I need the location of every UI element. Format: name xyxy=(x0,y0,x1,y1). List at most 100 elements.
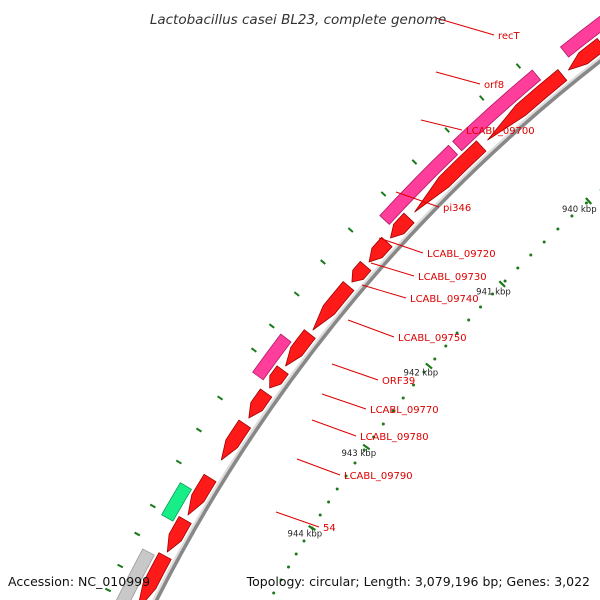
scale-dot xyxy=(327,500,331,504)
scale-tick xyxy=(308,524,317,532)
scale-dot xyxy=(556,227,560,231)
feature-tick xyxy=(175,459,182,465)
scale-dot xyxy=(294,552,298,556)
cds-feature xyxy=(487,69,568,141)
scale-dot xyxy=(467,318,471,322)
feature-tick xyxy=(217,395,224,401)
gene-label: LCABL_09700 xyxy=(466,126,535,137)
feature-tick xyxy=(195,427,202,433)
scale-dot xyxy=(401,396,405,400)
label-leader xyxy=(395,191,440,208)
gene-label: LCABL_09790 xyxy=(344,471,413,482)
label-leader xyxy=(296,458,341,476)
gene-label: LCABL_09740 xyxy=(410,294,479,305)
cds-feature xyxy=(368,236,393,263)
gene-label: LCABL_09750 xyxy=(398,333,467,344)
scale-dot xyxy=(529,253,533,257)
scale-dot xyxy=(272,591,276,595)
gene-label: LCABL_09720 xyxy=(427,249,496,260)
feature-tick xyxy=(250,347,257,353)
accession-text: Accession: NC_010999 xyxy=(8,574,150,589)
cds-feature xyxy=(390,212,415,239)
label-leader xyxy=(361,284,407,299)
label-leader xyxy=(311,419,357,437)
gene-label: ORF39 xyxy=(382,376,415,387)
scale-tick-label: 940 kbp xyxy=(562,205,597,215)
feature-tick xyxy=(104,587,112,593)
cds-feature xyxy=(166,516,192,553)
scale-dot xyxy=(584,201,588,205)
scale-dot xyxy=(302,539,306,543)
scale-tick xyxy=(362,443,371,451)
rna-feature xyxy=(252,333,292,381)
label-leader xyxy=(378,237,424,254)
cds-feature xyxy=(568,38,600,71)
scale-tick-label: 942 kbp xyxy=(404,369,439,379)
scale-tick-label: 944 kbp xyxy=(288,529,323,539)
scale-dot xyxy=(422,370,426,374)
feature-tick xyxy=(515,63,522,69)
backbone-shadow xyxy=(152,56,600,600)
cds-feature xyxy=(269,365,289,389)
map-title: Lactobacillus casei BL23, complete genom… xyxy=(150,12,446,28)
scale-dot xyxy=(391,409,395,413)
feature-tick xyxy=(320,259,326,265)
cds-feature xyxy=(220,419,251,461)
gray-feature xyxy=(116,548,155,600)
gene-label: orf8 xyxy=(484,80,504,91)
scale-dot xyxy=(287,565,290,569)
cds-feature xyxy=(187,473,217,516)
scale-dot xyxy=(412,383,415,387)
feature-tick xyxy=(380,191,387,197)
cds-feature xyxy=(414,140,487,213)
gene-labels: recT orf8 LCABL_09700 pi346 LCABL_09720 LCABL… xyxy=(275,17,535,534)
feature-tick xyxy=(444,127,450,133)
feature-tick xyxy=(117,563,124,569)
label-leader xyxy=(321,393,367,410)
feature-tick xyxy=(478,95,485,101)
scale-dot xyxy=(362,448,366,452)
feature-tick xyxy=(347,227,354,233)
gene-label: LCABL_09770 xyxy=(370,405,439,416)
scale-dot xyxy=(491,292,495,296)
feature-tick xyxy=(134,531,141,537)
scale-tick-label: 943 kbp xyxy=(341,449,376,459)
rna-feature xyxy=(452,69,542,152)
scale-dot xyxy=(444,344,448,348)
scale-dot xyxy=(542,240,546,244)
feature-tick xyxy=(411,159,418,165)
topology-text: Topology: circular; Length: 3,079,196 bp… xyxy=(246,574,590,589)
feature-tick xyxy=(293,291,300,297)
cds-feature xyxy=(139,552,172,600)
feature-tracks xyxy=(104,15,600,600)
label-leader xyxy=(331,363,379,381)
rna-feature xyxy=(560,15,600,58)
scale-dot xyxy=(503,279,507,283)
scale-tick-label: 941 kbp xyxy=(476,287,511,297)
scale-dot xyxy=(570,214,574,218)
cds-feature xyxy=(312,281,355,331)
misc-feature xyxy=(161,482,192,522)
scale-tick xyxy=(585,197,593,205)
scale-dot xyxy=(381,422,385,426)
gene-label: LCABL_09730 xyxy=(418,272,487,283)
scale-dot xyxy=(353,461,357,465)
scale-dot xyxy=(455,331,459,335)
cds-feature xyxy=(285,329,316,367)
label-leader xyxy=(435,71,481,85)
label-leader xyxy=(275,511,320,528)
feature-tick xyxy=(268,323,275,329)
feature-tick xyxy=(149,503,156,509)
scale-tick xyxy=(425,362,433,370)
scale-dot xyxy=(433,357,437,361)
cds-feature xyxy=(351,261,372,283)
scale-tick xyxy=(498,280,506,288)
scale-dot xyxy=(318,513,322,517)
label-leader xyxy=(435,17,495,36)
scale-dot xyxy=(372,435,376,439)
label-leader xyxy=(420,119,463,131)
gene-label: LCABL_09780 xyxy=(360,432,429,443)
gene-label: 54 xyxy=(323,523,336,534)
gene-label: pi346 xyxy=(443,203,471,214)
